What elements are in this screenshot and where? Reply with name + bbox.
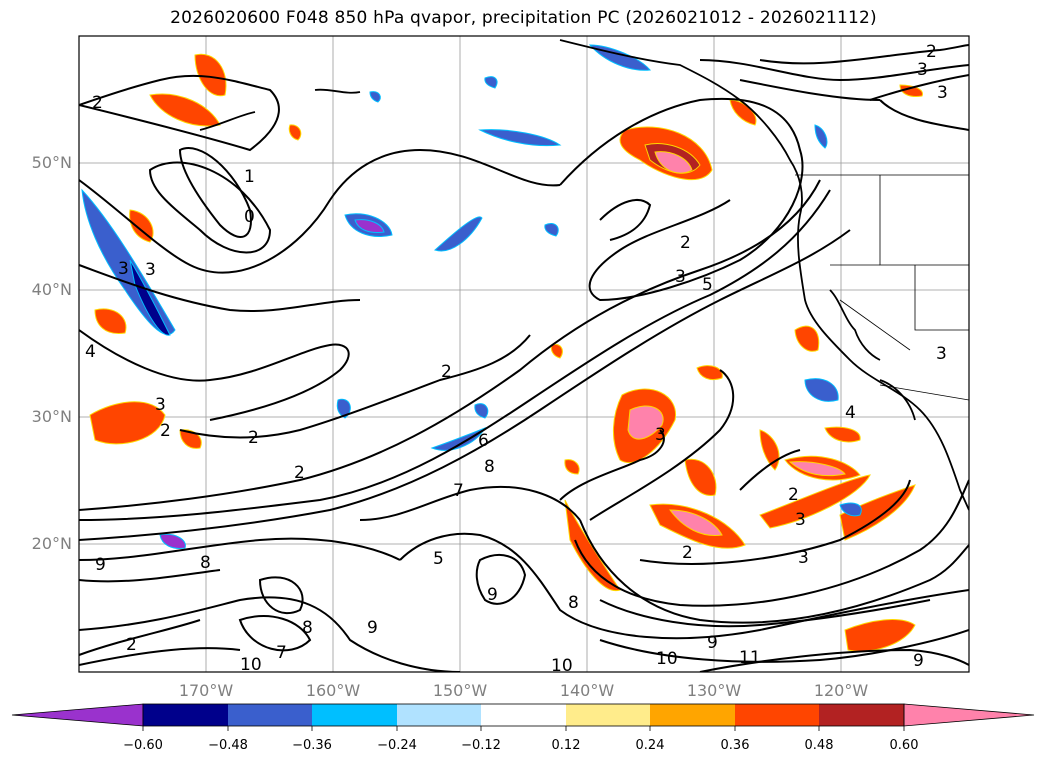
contour-label: 0 [244, 207, 255, 227]
colorbar-tick-label: −0.24 [377, 738, 417, 753]
colorbar-segment [312, 704, 397, 726]
lon-tick-label: 120°W [813, 681, 869, 700]
lat-tick-label: 30°N [31, 407, 72, 426]
lon-tick-label: 140°W [559, 681, 615, 700]
lat-tick-label: 20°N [31, 534, 72, 553]
colorbar-tick-label: 0.60 [889, 738, 919, 753]
lon-tick-label: 130°W [686, 681, 742, 700]
contour-label: 2 [160, 421, 171, 441]
precip-positive-areas [89, 53, 924, 652]
contour-label: 3 [937, 83, 948, 103]
colorbar-segment [143, 704, 228, 726]
contour-label: 2 [926, 42, 937, 62]
contour-label: 11 [739, 648, 761, 668]
contour-label: 3 [145, 260, 156, 280]
contour-label: 1 [244, 167, 255, 187]
contour-label: 4 [85, 342, 96, 362]
political-borders [795, 174, 969, 401]
contour-label: 3 [675, 267, 686, 287]
colorbar-tick-label: −0.60 [123, 738, 163, 753]
colorbar-segment [228, 704, 312, 726]
contour-label: 7 [453, 481, 464, 501]
contour-label: 6 [478, 431, 489, 451]
precip-negative-areas [81, 44, 862, 549]
contour-label: 2 [680, 233, 691, 253]
colorbar-extend-max [903, 703, 1035, 727]
qvapor-contours [79, 44, 969, 672]
colorbar-tick-label: −0.12 [461, 738, 501, 753]
contour-label: 2 [294, 463, 305, 483]
contour-label: 2 [441, 362, 452, 382]
contour-label: 9 [707, 633, 718, 653]
colorbar [11, 703, 1035, 731]
contour-labels: 2 3 3 2 1 0 3 3 4 2 3 5 2 2 2 2 3 6 8 7 … [85, 42, 948, 676]
colorbar-tick-label: 0.48 [804, 738, 834, 753]
contour-label: 2 [126, 635, 137, 655]
contour-label: 2 [682, 543, 693, 563]
contour-label: 2 [788, 485, 799, 505]
contour-label: 5 [433, 549, 444, 569]
contour-label: 3 [936, 344, 947, 364]
map-title: 2026020600 F048 850 hPa qvapor, precipit… [170, 8, 877, 28]
contour-label: 10 [656, 649, 678, 669]
contour-label: 10 [240, 655, 262, 675]
map-frame [78, 35, 970, 673]
colorbar-tick-label: 0.24 [635, 738, 665, 753]
colorbar-extend-min [11, 703, 144, 727]
contour-label: 3 [798, 548, 809, 568]
lon-tick-label: 170°W [178, 681, 234, 700]
colorbar-segment [397, 704, 481, 726]
contour-label: 9 [913, 651, 924, 671]
contour-label: 9 [487, 585, 498, 605]
contour-label: 7 [276, 643, 287, 663]
colorbar-segment [819, 704, 904, 726]
coastline [199, 39, 969, 511]
colorbar-tick-label: −0.48 [208, 738, 248, 753]
lat-tick-label: 40°N [31, 280, 72, 299]
contour-label: 3 [795, 510, 806, 530]
colorbar-segment [735, 704, 819, 726]
colorbar-tick-label: 0.36 [720, 738, 750, 753]
contour-label: 2 [92, 93, 103, 113]
contour-label: 3 [118, 259, 129, 279]
contour-label: 9 [95, 555, 106, 575]
contour-label: 2 [248, 428, 259, 448]
lon-tick-label: 160°W [305, 681, 361, 700]
colorbar-segment [481, 704, 566, 726]
contour-label: 3 [655, 425, 666, 445]
colorbar-tick-label: −0.36 [292, 738, 332, 753]
colorbar-segment [566, 704, 650, 726]
gridlines [79, 36, 969, 672]
contour-label: 3 [917, 60, 928, 80]
contour-label: 8 [302, 618, 313, 638]
contour-label: 8 [568, 593, 579, 613]
contour-label: 3 [155, 395, 166, 415]
contour-label: 8 [200, 553, 211, 573]
contour-label: 8 [484, 457, 495, 477]
lat-tick-label: 50°N [31, 153, 72, 172]
contour-label: 10 [551, 656, 573, 676]
colorbar-tick-label: 0.12 [551, 738, 581, 753]
contour-label: 5 [702, 275, 713, 295]
colorbar-segment [650, 704, 735, 726]
contour-label: 9 [367, 618, 378, 638]
contour-label: 4 [845, 403, 856, 423]
lon-tick-label: 150°W [432, 681, 488, 700]
map-content: 2 3 3 2 1 0 3 3 4 2 3 5 2 2 2 2 3 6 8 7 … [79, 36, 969, 676]
